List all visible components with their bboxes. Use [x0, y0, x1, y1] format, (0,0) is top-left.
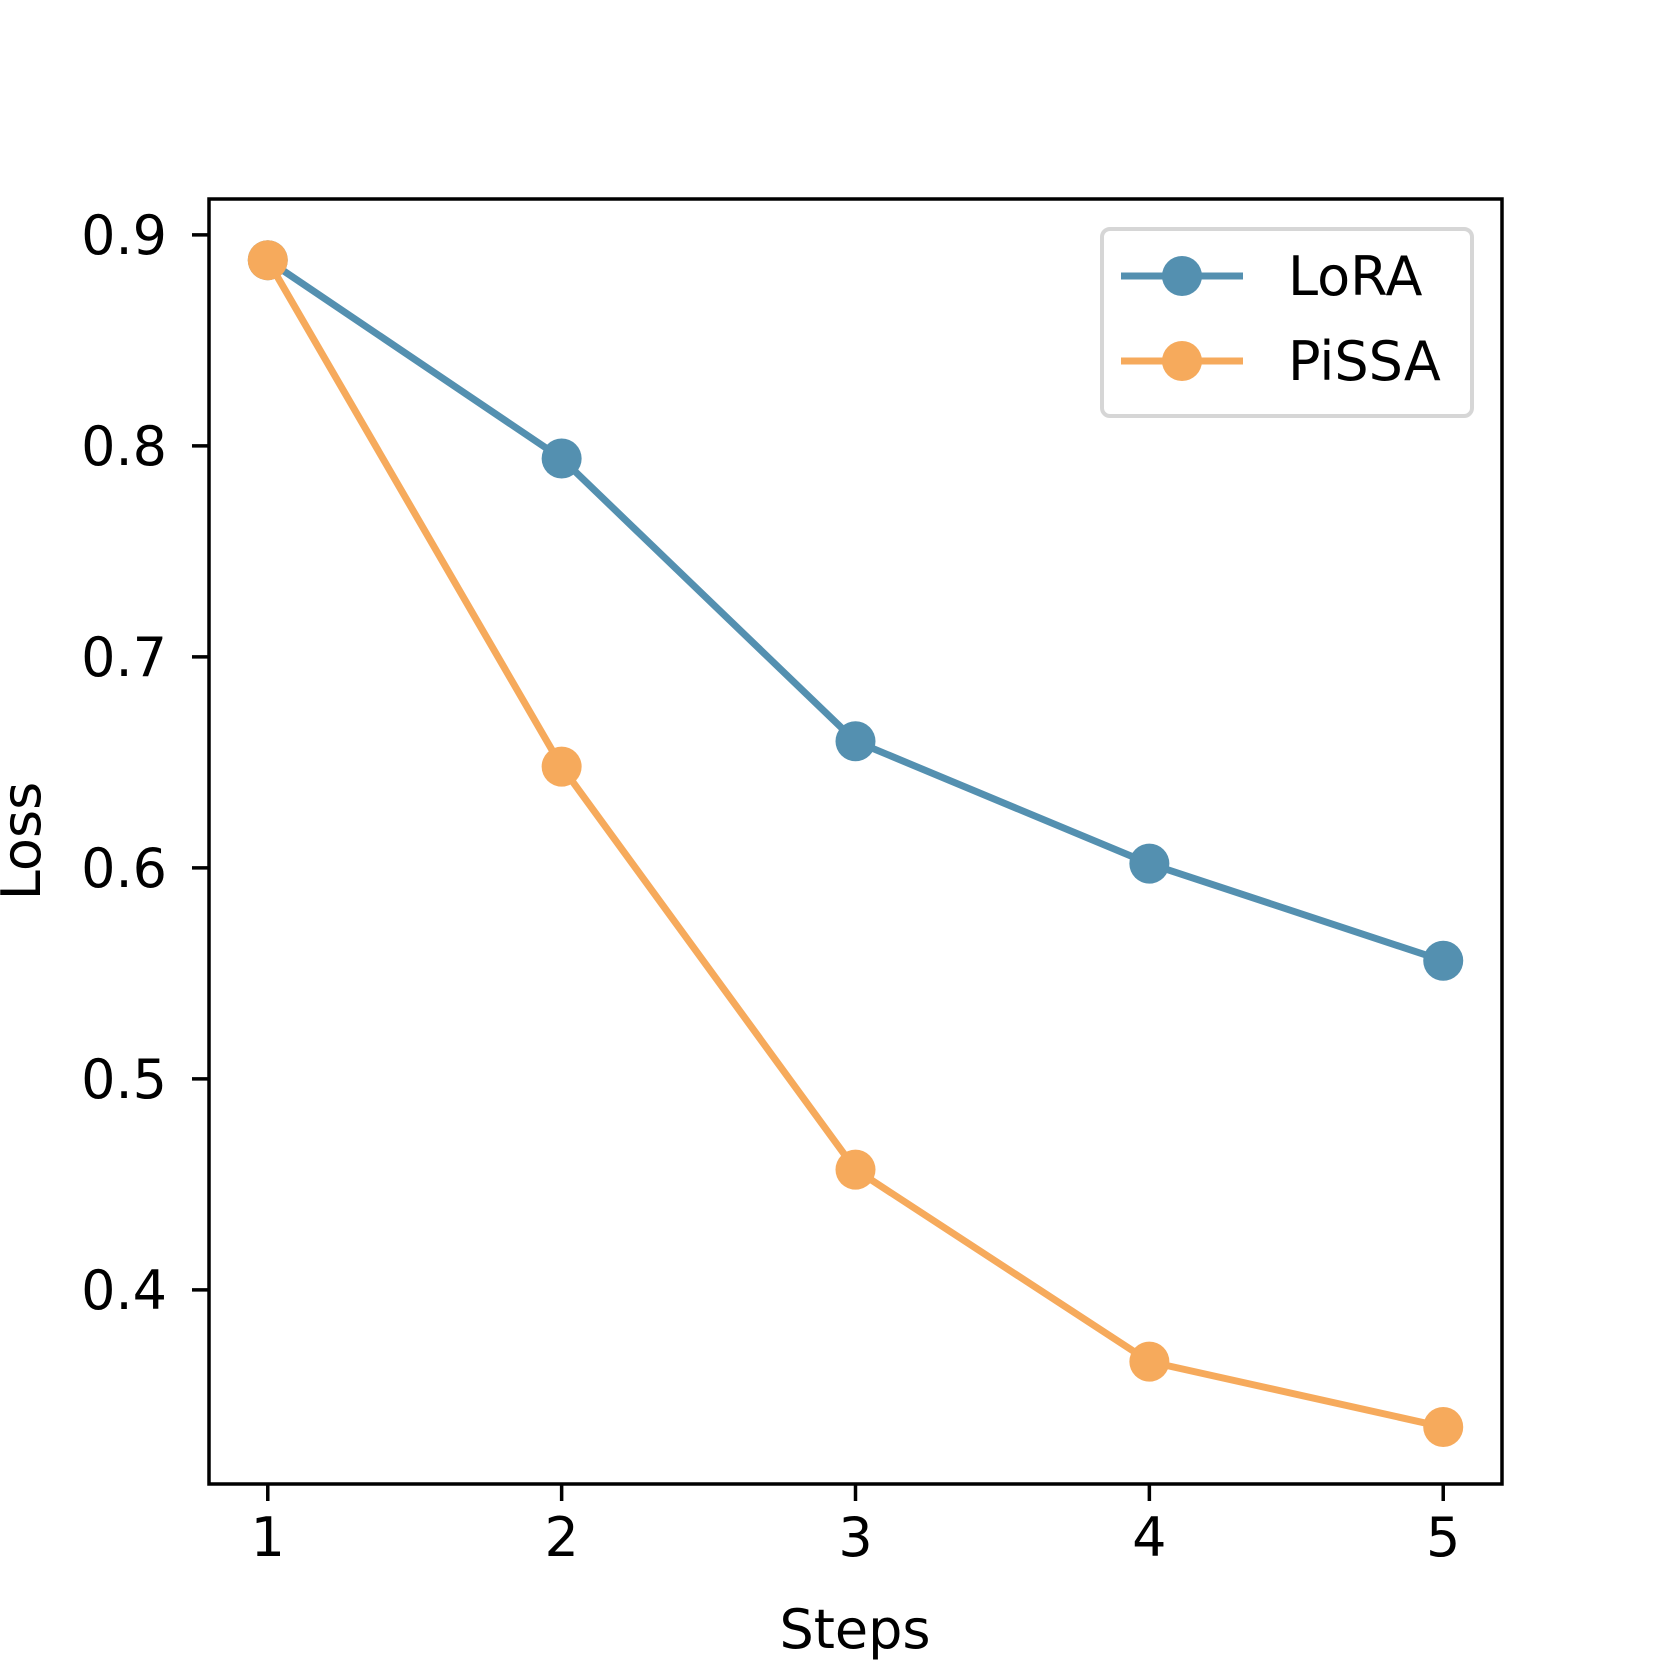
- x-tick-label: 5: [1426, 1506, 1460, 1569]
- x-tick-label: 1: [251, 1506, 285, 1569]
- series-layer: [247, 240, 1464, 1448]
- y-tick-label: 0.8: [81, 415, 167, 478]
- data-point-pissa: [247, 240, 288, 281]
- legend-marker-pissa: [1162, 341, 1202, 381]
- x-axis-label: Steps: [779, 1598, 930, 1661]
- data-point-lora: [1423, 940, 1464, 981]
- y-tick-label: 0.5: [81, 1048, 167, 1111]
- series-line-pissa: [264, 258, 1444, 1431]
- legend-label-pissa: PiSSA: [1288, 330, 1441, 393]
- legend-marker-lora: [1162, 256, 1202, 296]
- y-tick-label: 0.6: [81, 837, 167, 900]
- data-point-pissa: [1423, 1407, 1464, 1448]
- data-point-pissa: [835, 1149, 876, 1190]
- x-axis: 1 2 3 4 5: [251, 1484, 1460, 1569]
- y-tick-label: 0.7: [81, 626, 167, 689]
- y-tick-label: 0.4: [81, 1259, 167, 1322]
- y-axis-label: Loss: [0, 782, 53, 900]
- data-point-lora: [541, 438, 582, 479]
- legend: LoRA PiSSA: [1100, 227, 1474, 418]
- x-tick-label: 3: [838, 1506, 872, 1569]
- y-tick-label: 0.9: [81, 204, 167, 267]
- data-point-lora: [1129, 843, 1170, 884]
- data-point-pissa: [1129, 1341, 1170, 1382]
- x-tick-label: 2: [544, 1506, 578, 1569]
- data-point-lora: [835, 721, 876, 762]
- legend-label-lora: LoRA: [1288, 245, 1423, 308]
- y-axis: 0.4 0.5 0.6 0.7 0.8 0.9: [81, 204, 209, 1322]
- x-tick-label: 4: [1132, 1506, 1166, 1569]
- data-point-pissa: [541, 746, 582, 787]
